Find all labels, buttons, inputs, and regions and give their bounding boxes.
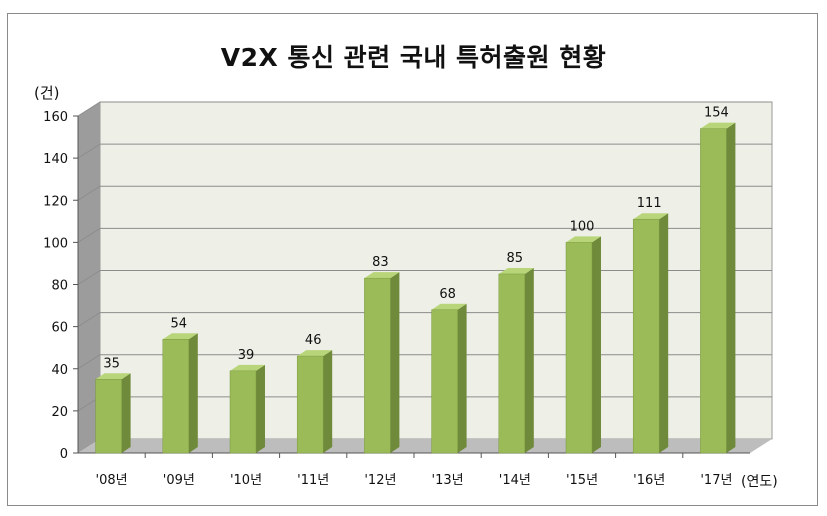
data-label: 39 <box>238 348 255 363</box>
gridline-side <box>77 185 101 201</box>
bar-top <box>498 267 534 274</box>
y-tick-label: 100 <box>43 236 68 251</box>
bar-side <box>524 267 534 453</box>
data-label: 68 <box>439 287 456 302</box>
bar <box>632 218 660 454</box>
x-tick-label: '11년 <box>297 473 329 488</box>
data-label: 83 <box>372 255 389 270</box>
bar-side <box>188 333 198 453</box>
data-label: 85 <box>507 251 524 266</box>
bar-side <box>121 373 131 453</box>
data-label: 46 <box>305 333 322 348</box>
gridline-side <box>77 227 101 243</box>
bar-top <box>431 303 467 310</box>
bar-side <box>457 303 467 453</box>
bar <box>700 128 727 454</box>
bar-side <box>592 236 601 453</box>
x-tick-label: '09년 <box>163 473 195 488</box>
bar <box>296 355 324 454</box>
bar-top <box>633 213 669 220</box>
bar-side <box>256 364 265 453</box>
bar <box>431 309 458 454</box>
bar-side <box>390 272 400 453</box>
data-label: 111 <box>637 196 662 211</box>
bar <box>498 273 526 454</box>
y-tick-label: 60 <box>51 321 68 336</box>
bar <box>229 370 257 454</box>
x-axis-unit-label: (연도) <box>741 474 778 490</box>
bar-top <box>297 350 333 357</box>
bar <box>95 379 122 454</box>
gridline-side <box>77 270 101 285</box>
data-label: 54 <box>171 316 188 331</box>
gridline-side <box>77 354 101 370</box>
y-tick-label: 140 <box>43 152 68 167</box>
bar <box>565 242 593 454</box>
y-tick-label: 120 <box>43 194 68 209</box>
bar-top <box>162 333 198 340</box>
gridline-side <box>77 312 101 328</box>
data-label: 35 <box>103 356 120 371</box>
gridline-side <box>77 143 101 159</box>
y-tick-label: 20 <box>51 405 68 420</box>
gridline-side <box>77 101 101 117</box>
y-tick-label: 40 <box>51 363 68 378</box>
bar-side <box>323 350 333 453</box>
x-tick-label: '14년 <box>499 473 531 488</box>
bar-top <box>95 373 131 380</box>
bar-side <box>726 122 736 453</box>
data-label: 100 <box>570 219 595 234</box>
bar-top <box>566 236 601 243</box>
x-tick-label: '10년 <box>230 473 262 488</box>
y-axis-unit-label: (건) <box>34 84 60 102</box>
x-tick-label: '08년 <box>96 473 128 488</box>
bar-side <box>659 213 669 453</box>
x-tick-label: '15년 <box>566 473 598 488</box>
bar <box>364 277 391 454</box>
x-tick-label: '12년 <box>364 473 396 488</box>
chart-title: V2X 통신 관련 국내 특허출원 현황 <box>220 43 607 72</box>
y-tick-label: 160 <box>43 110 68 125</box>
x-tick-label: '13년 <box>432 473 464 488</box>
y-tick-label: 80 <box>51 279 68 294</box>
bar-top <box>700 122 736 129</box>
bar <box>162 339 190 454</box>
x-tick-label: '16년 <box>633 473 665 488</box>
y-tick-label: 0 <box>60 447 68 462</box>
data-label: 154 <box>704 106 729 121</box>
x-tick-label: '17년 <box>700 473 732 488</box>
bar-top <box>230 364 265 371</box>
bar-top <box>364 272 400 279</box>
